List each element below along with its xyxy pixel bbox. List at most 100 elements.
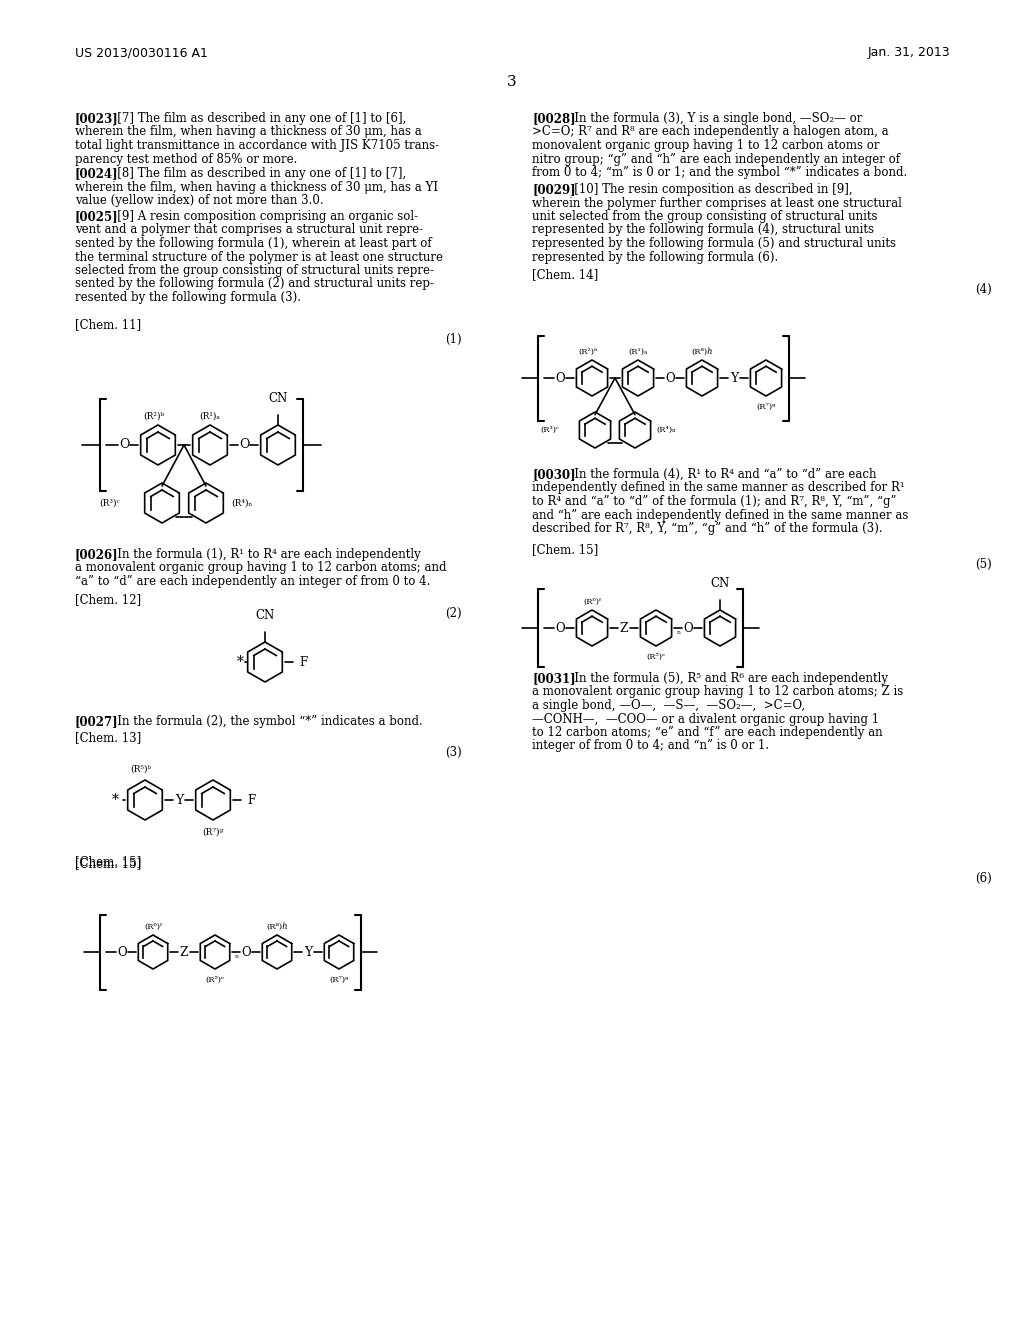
Text: [8] The film as described in any one of [1] to [7],: [8] The film as described in any one of …	[105, 168, 407, 180]
Text: [Chem. 14]: [Chem. 14]	[532, 268, 598, 281]
Text: O: O	[117, 945, 127, 958]
Text: In the formula (1), R¹ to R⁴ are each independently: In the formula (1), R¹ to R⁴ are each in…	[105, 548, 421, 561]
Text: [Chem. 12]: [Chem. 12]	[75, 593, 141, 606]
Text: (R⁵)ᵇ: (R⁵)ᵇ	[130, 766, 152, 774]
Text: [Chem. 15]: [Chem. 15]	[75, 855, 141, 869]
Text: [0023]: [0023]	[75, 112, 119, 125]
Text: In the formula (2), the symbol “*” indicates a bond.: In the formula (2), the symbol “*” indic…	[105, 715, 423, 729]
Text: (R²)ᵇ: (R²)ᵇ	[579, 348, 598, 356]
Text: (R⁵)ᵉ: (R⁵)ᵉ	[646, 653, 666, 661]
Text: to R⁴ and “a” to “d” of the formula (1); and R⁷, R⁸, Y, “m”, “g”: to R⁴ and “a” to “d” of the formula (1);…	[532, 495, 896, 508]
Text: monovalent organic group having 1 to 12 carbon atoms or: monovalent organic group having 1 to 12 …	[532, 139, 880, 152]
Text: wherein the film, when having a thickness of 30 μm, has a: wherein the film, when having a thicknes…	[75, 125, 422, 139]
Text: wherein the film, when having a thickness of 30 μm, has a YI: wherein the film, when having a thicknes…	[75, 181, 438, 194]
Text: vent and a polymer that comprises a structural unit repre-: vent and a polymer that comprises a stru…	[75, 223, 423, 236]
Text: the terminal structure of the polymer is at least one structure: the terminal structure of the polymer is…	[75, 251, 443, 264]
Text: —CONH—,  —COO— or a divalent organic group having 1: —CONH—, —COO— or a divalent organic grou…	[532, 713, 880, 726]
Text: CN: CN	[711, 577, 730, 590]
Text: O: O	[119, 438, 129, 451]
Text: [0030]: [0030]	[532, 469, 575, 480]
Text: (R⁴)ₙ: (R⁴)ₙ	[656, 426, 676, 434]
Text: integer of from 0 to 4; and “n” is 0 or 1.: integer of from 0 to 4; and “n” is 0 or …	[532, 739, 769, 752]
Text: In the formula (3), Y is a single bond, —SO₂— or: In the formula (3), Y is a single bond, …	[563, 112, 862, 125]
Text: [9] A resin composition comprising an organic sol-: [9] A resin composition comprising an or…	[105, 210, 418, 223]
Text: selected from the group consisting of structural units repre-: selected from the group consisting of st…	[75, 264, 434, 277]
Text: [0024]: [0024]	[75, 168, 119, 180]
Text: and “h” are each independently defined in the same manner as: and “h” are each independently defined i…	[532, 508, 908, 521]
Text: [Chem. 15]: [Chem. 15]	[75, 857, 141, 870]
Text: [Chem. 13]: [Chem. 13]	[75, 731, 141, 744]
Text: Z: Z	[179, 945, 188, 958]
Text: [0027]: [0027]	[75, 715, 119, 729]
Text: “a” to “d” are each independently an integer of from 0 to 4.: “a” to “d” are each independently an int…	[75, 576, 430, 587]
Text: ⁿ: ⁿ	[234, 953, 240, 962]
Text: *: *	[237, 655, 244, 669]
Text: In the formula (4), R¹ to R⁴ and “a” to “d” are each: In the formula (4), R¹ to R⁴ and “a” to …	[563, 469, 877, 480]
Text: a monovalent organic group having 1 to 12 carbon atoms; Z is: a monovalent organic group having 1 to 1…	[532, 685, 903, 698]
Text: sented by the following formula (1), wherein at least part of: sented by the following formula (1), whe…	[75, 238, 432, 249]
Text: described for R⁷, R⁸, Y, “m”, “g” and “h” of the formula (3).: described for R⁷, R⁸, Y, “m”, “g” and “h…	[532, 521, 883, 535]
Text: (R¹)ₐ: (R¹)ₐ	[629, 348, 647, 356]
Text: (1): (1)	[445, 333, 462, 346]
Text: O: O	[239, 438, 249, 451]
Text: independently defined in the same manner as described for R¹: independently defined in the same manner…	[532, 482, 904, 495]
Text: O: O	[555, 622, 565, 635]
Text: (R⁶)ᶠ: (R⁶)ᶠ	[144, 923, 162, 931]
Text: a monovalent organic group having 1 to 12 carbon atoms; and: a monovalent organic group having 1 to 1…	[75, 561, 446, 574]
Text: Y: Y	[304, 945, 312, 958]
Text: US 2013/0030116 A1: US 2013/0030116 A1	[75, 46, 208, 59]
Text: (R¹)ₐ: (R¹)ₐ	[200, 412, 220, 421]
Text: In the formula (5), R⁵ and R⁶ are each independently: In the formula (5), R⁵ and R⁶ are each i…	[563, 672, 888, 685]
Text: ⁿ: ⁿ	[677, 630, 681, 639]
Text: (2): (2)	[445, 607, 462, 620]
Text: O: O	[666, 371, 675, 384]
Text: Y: Y	[175, 793, 183, 807]
Text: wherein the polymer further comprises at least one structural: wherein the polymer further comprises at…	[532, 197, 902, 210]
Text: represented by the following formula (5) and structural units: represented by the following formula (5)…	[532, 238, 896, 249]
Text: *: *	[112, 793, 119, 807]
Text: [7] The film as described in any one of [1] to [6],: [7] The film as described in any one of …	[105, 112, 407, 125]
Text: >C=O; R⁷ and R⁸ are each independently a halogen atom, a: >C=O; R⁷ and R⁸ are each independently a…	[532, 125, 889, 139]
Text: (R⁸)ℎ: (R⁸)ℎ	[266, 923, 288, 931]
Text: (R⁷)ᵍ: (R⁷)ᵍ	[330, 975, 349, 983]
Text: [0031]: [0031]	[532, 672, 575, 685]
Text: Z: Z	[620, 622, 629, 635]
Text: (R⁶)ᶠ: (R⁶)ᶠ	[583, 598, 601, 606]
Text: total light transmittance in accordance with JIS K7105 trans-: total light transmittance in accordance …	[75, 139, 439, 152]
Text: from 0 to 4; “m” is 0 or 1; and the symbol “*” indicates a bond.: from 0 to 4; “m” is 0 or 1; and the symb…	[532, 166, 907, 180]
Text: (R⁷)ᵍ: (R⁷)ᵍ	[757, 403, 776, 411]
Text: F: F	[247, 793, 255, 807]
Text: O: O	[242, 945, 251, 958]
Text: sented by the following formula (2) and structural units rep-: sented by the following formula (2) and …	[75, 277, 434, 290]
Text: [Chem. 11]: [Chem. 11]	[75, 318, 141, 331]
Text: (R⁴)ₙ: (R⁴)ₙ	[231, 499, 252, 507]
Text: (R³)ᶜ: (R³)ᶜ	[99, 499, 120, 507]
Text: [0026]: [0026]	[75, 548, 119, 561]
Text: (5): (5)	[975, 558, 992, 572]
Text: (4): (4)	[975, 282, 992, 296]
Text: O: O	[555, 371, 565, 384]
Text: (6): (6)	[975, 873, 992, 884]
Text: to 12 carbon atoms; “e” and “f” are each independently an: to 12 carbon atoms; “e” and “f” are each…	[532, 726, 883, 739]
Text: resented by the following formula (3).: resented by the following formula (3).	[75, 290, 301, 304]
Text: 3: 3	[507, 75, 517, 88]
Text: parency test method of 85% or more.: parency test method of 85% or more.	[75, 153, 297, 165]
Text: (R²)ᵇ: (R²)ᵇ	[143, 412, 165, 421]
Text: [0029]: [0029]	[532, 183, 575, 195]
Text: O: O	[683, 622, 693, 635]
Text: represented by the following formula (6).: represented by the following formula (6)…	[532, 251, 778, 264]
Text: value (yellow index) of not more than 3.0.: value (yellow index) of not more than 3.…	[75, 194, 324, 207]
Text: (R⁷)ᵍ: (R⁷)ᵍ	[203, 828, 223, 837]
Text: (3): (3)	[445, 746, 462, 759]
Text: Jan. 31, 2013: Jan. 31, 2013	[867, 46, 950, 59]
Text: (R³)ᶜ: (R³)ᶜ	[540, 426, 559, 434]
Text: (R⁸)ℎ: (R⁸)ℎ	[691, 348, 713, 356]
Text: CN: CN	[268, 392, 288, 405]
Text: [0025]: [0025]	[75, 210, 119, 223]
Text: [0028]: [0028]	[532, 112, 575, 125]
Text: [Chem. 15]: [Chem. 15]	[532, 543, 598, 556]
Text: unit selected from the group consisting of structural units: unit selected from the group consisting …	[532, 210, 878, 223]
Text: represented by the following formula (4), structural units: represented by the following formula (4)…	[532, 223, 874, 236]
Text: nitro group; “g” and “h” are each independently an integer of: nitro group; “g” and “h” are each indepe…	[532, 153, 900, 165]
Text: [10] The resin composition as described in [9],: [10] The resin composition as described …	[563, 183, 853, 195]
